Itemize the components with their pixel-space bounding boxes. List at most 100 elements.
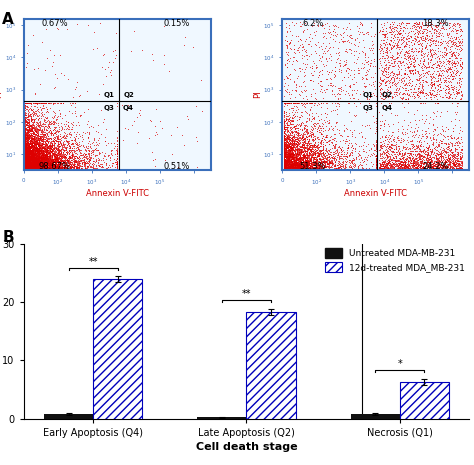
Point: [22, 159, 29, 166]
Point: [31, 147, 39, 155]
Point: [282, 158, 290, 165]
Point: [31, 140, 39, 147]
Point: [25, 147, 32, 155]
Point: [387, 26, 395, 33]
Point: [293, 103, 301, 111]
Point: [295, 158, 302, 166]
Point: [382, 163, 389, 170]
Point: [288, 153, 295, 160]
Point: [32, 145, 40, 153]
Point: [303, 150, 310, 158]
Point: [42, 166, 50, 174]
Point: [23, 156, 31, 164]
Point: [439, 156, 447, 164]
Point: [291, 126, 299, 133]
Point: [305, 166, 313, 173]
Point: [282, 156, 289, 163]
Point: [22, 129, 29, 136]
Point: [22, 158, 29, 166]
Point: [36, 159, 44, 166]
Point: [56, 166, 64, 173]
Point: [313, 63, 320, 70]
Point: [390, 69, 397, 76]
Point: [286, 142, 293, 150]
Point: [22, 110, 29, 118]
Point: [28, 142, 36, 150]
Point: [28, 165, 36, 173]
Point: [445, 155, 452, 163]
Point: [317, 152, 324, 159]
Point: [51, 163, 58, 170]
Point: [377, 66, 384, 74]
Point: [38, 137, 46, 145]
Point: [29, 146, 37, 153]
Point: [85, 21, 92, 28]
Point: [33, 166, 40, 174]
Point: [393, 48, 401, 56]
Point: [303, 141, 311, 148]
Point: [25, 150, 32, 158]
Point: [280, 153, 288, 160]
Point: [307, 154, 314, 162]
Point: [311, 162, 319, 169]
Point: [41, 159, 49, 166]
Point: [36, 156, 43, 163]
Point: [22, 160, 29, 168]
Point: [23, 141, 31, 149]
Point: [457, 62, 465, 70]
Point: [32, 150, 40, 158]
Point: [285, 165, 292, 172]
Point: [456, 35, 463, 43]
Point: [285, 155, 292, 163]
Point: [25, 145, 33, 152]
Point: [44, 153, 51, 160]
Point: [309, 130, 317, 137]
Point: [288, 137, 296, 144]
Point: [313, 146, 321, 154]
Point: [280, 165, 288, 172]
Point: [303, 109, 310, 117]
Point: [42, 166, 50, 173]
Point: [28, 166, 36, 174]
Point: [437, 26, 444, 33]
Point: [290, 99, 297, 106]
Point: [419, 158, 426, 165]
Point: [391, 145, 398, 153]
Point: [36, 151, 43, 159]
Point: [280, 160, 288, 167]
Point: [27, 156, 35, 163]
Point: [287, 164, 295, 171]
Point: [22, 149, 29, 157]
Point: [22, 161, 30, 169]
Point: [445, 158, 453, 166]
Point: [62, 153, 69, 160]
Point: [381, 134, 388, 141]
Point: [32, 153, 39, 160]
Point: [87, 123, 94, 130]
Point: [295, 159, 303, 167]
Point: [36, 162, 44, 169]
Point: [55, 150, 62, 157]
Point: [305, 33, 313, 40]
Point: [48, 99, 55, 106]
Point: [34, 164, 42, 171]
Point: [444, 66, 452, 73]
Point: [25, 153, 33, 160]
Point: [439, 166, 447, 174]
Point: [31, 165, 39, 173]
Point: [331, 162, 338, 169]
Point: [42, 161, 49, 168]
Point: [27, 164, 35, 171]
Point: [26, 147, 33, 154]
Point: [28, 147, 36, 155]
Point: [22, 157, 29, 165]
Point: [22, 160, 29, 168]
Point: [27, 146, 34, 154]
Point: [24, 134, 32, 142]
Point: [38, 164, 46, 171]
Point: [302, 35, 310, 42]
Point: [31, 153, 38, 161]
Point: [326, 148, 334, 156]
Point: [447, 64, 454, 72]
Point: [445, 66, 453, 73]
